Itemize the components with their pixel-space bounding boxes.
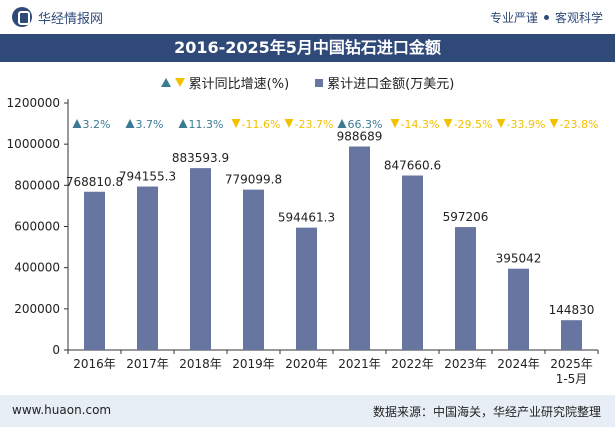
legend-growth[interactable]: 累计同比增速(%) (160, 73, 290, 92)
bar (561, 320, 582, 350)
x-tick-label: 2021年 (338, 357, 381, 371)
growth-label: -14.3% (401, 118, 440, 131)
triangle-up-icon (160, 78, 171, 87)
x-tick-label: 2024年 (497, 357, 540, 371)
bar-value-label: 988689 (337, 129, 383, 143)
growth-label: -29.5% (454, 118, 493, 131)
slogan: 专业严谨 客观科学 (490, 9, 603, 26)
growth-label: -11.6% (242, 118, 281, 131)
brand-name: 华经情报网 (38, 11, 104, 27)
x-tick-label: 2025年 (550, 357, 593, 371)
bar-value-label: 395042 (496, 252, 542, 266)
top-bar: 华经情报网 专业严谨 客观科学 (0, 0, 615, 34)
growth-label: 3.7% (136, 118, 164, 131)
growth-label: 3.2% (83, 118, 111, 131)
y-tick-label: 1000000 (7, 137, 60, 151)
bar-value-label: 144830 (549, 303, 595, 317)
bar (402, 175, 423, 350)
bar-value-label: 883593.9 (172, 151, 229, 165)
bar-value-label: 594461.3 (278, 211, 335, 225)
growth-down-marker (284, 119, 294, 128)
bar (137, 186, 158, 350)
logo-icon (12, 7, 32, 27)
growth-down-marker (231, 119, 241, 128)
legend-amount[interactable]: 累计进口金额(万美元) (315, 73, 454, 92)
y-tick-label: 800000 (14, 178, 60, 192)
growth-down-marker (443, 119, 453, 128)
bar-value-label: 794155.3 (119, 170, 176, 184)
x-tick-label: 2023年 (444, 357, 487, 371)
bar (84, 191, 105, 350)
x-tick-label: 2018年 (179, 357, 222, 371)
chart-title: 2016-2025年5月中国钻石进口金额 (0, 34, 615, 62)
growth-down-marker (496, 119, 506, 128)
growth-up-marker (72, 119, 82, 128)
bar-value-label: 779099.8 (225, 173, 282, 187)
x-tick-label: 2016年 (73, 357, 116, 371)
x-tick-label: 2019年 (232, 357, 275, 371)
triangle-down-icon (174, 78, 185, 87)
brand[interactable]: 华经情报网 (12, 7, 103, 27)
y-tick-label: 600000 (14, 220, 60, 234)
bar (508, 268, 529, 350)
footer-source: 数据来源：中国海关，华经产业研究院整理 (372, 405, 601, 419)
y-tick-label: 0 (52, 343, 60, 357)
growth-label: -23.8% (560, 118, 599, 131)
chart-legend: 累计同比增速(%) 累计进口金额(万美元) (0, 73, 615, 92)
bar-value-label: 597206 (443, 210, 489, 224)
growth-label: 66.3% (348, 118, 383, 131)
x-tick-label: 2020年 (285, 357, 328, 371)
bar (190, 168, 211, 350)
slogan-b: 客观科学 (554, 11, 603, 25)
bar-value-label: 768810.8 (66, 175, 123, 189)
growth-down-marker (390, 119, 400, 128)
growth-up-marker (337, 119, 347, 128)
footer-website[interactable]: www.huaon.com (12, 403, 112, 417)
bar (243, 189, 264, 350)
y-tick-label: 200000 (14, 302, 60, 316)
bar (349, 146, 370, 350)
dot-icon (543, 15, 549, 20)
y-tick-label: 400000 (14, 261, 60, 275)
x-tick-label: 2017年 (126, 357, 169, 371)
legend-growth-label: 累计同比增速(%) (188, 77, 290, 92)
growth-label: -23.7% (295, 118, 334, 131)
growth-down-marker (549, 119, 559, 128)
footer: www.huaon.com 数据来源：中国海关，华经产业研究院整理 (0, 395, 615, 427)
x-tick-label: 2022年 (391, 357, 434, 371)
square-icon (315, 78, 324, 87)
bar (455, 227, 476, 350)
bar-value-label: 847660.6 (384, 159, 441, 173)
growth-up-marker (125, 119, 135, 128)
growth-label: -33.9% (507, 118, 546, 131)
growth-up-marker (178, 119, 188, 128)
y-tick-label: 1200000 (7, 96, 60, 110)
slogan-a: 专业严谨 (489, 11, 538, 25)
legend-amount-label: 累计进口金额(万美元) (327, 77, 455, 92)
x-tick-label: 1-5月 (556, 372, 588, 386)
bar (296, 227, 317, 350)
growth-label: 11.3% (189, 118, 224, 131)
